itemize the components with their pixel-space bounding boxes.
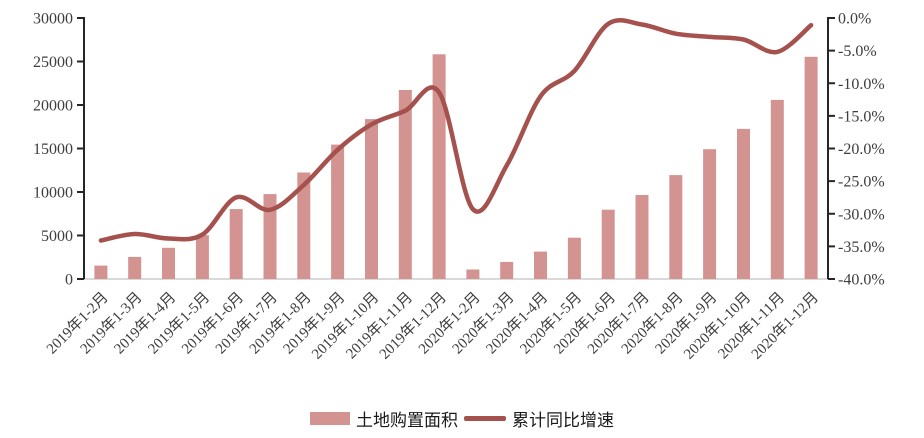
right-axis-tick-label: -30.0% xyxy=(838,206,885,223)
bar-2019年1-6月 xyxy=(229,209,243,279)
growth-line xyxy=(98,18,814,243)
combo-chart: 0 5000 10000 15000 20000 25000 30000 0.0% -5.0% -… xyxy=(33,11,885,363)
right-axis-tick-label: -20.0% xyxy=(838,141,885,158)
bar-2019年1-8月 xyxy=(297,172,311,279)
left-axis-tick-label: 30000 xyxy=(33,11,73,28)
bar-2019年1-2月 xyxy=(94,265,108,279)
bar-2019年1-9月 xyxy=(331,144,345,279)
bar-2020年1-5月 xyxy=(567,237,581,279)
bar-2019年1-3月 xyxy=(128,256,142,279)
right-axis-tick-label: -5.0% xyxy=(838,43,877,60)
left-axis-tick-label: 15000 xyxy=(33,141,73,158)
bar-2020年1-10月 xyxy=(737,128,750,279)
left-axis-tick-label: 10000 xyxy=(33,185,73,202)
left-axis-tick-label: 0 xyxy=(65,272,73,289)
right-axis-tick-label: -15.0% xyxy=(838,108,885,125)
legend: 土地购置面积 累计同比增速 xyxy=(0,404,924,432)
legend-item-growth: 累计同比增速 xyxy=(464,406,614,431)
bar-2019年1-12月 xyxy=(432,54,446,279)
line-series-swatch xyxy=(464,415,506,421)
left-axis-tick-label: 5000 xyxy=(41,228,73,245)
bar-2019年1-11月 xyxy=(398,90,412,279)
right-axis-tick-label: -40.0% xyxy=(838,272,885,289)
bar-2020年1-4月 xyxy=(534,251,547,279)
bar-2020年1-8月 xyxy=(669,175,683,279)
right-axis-tick-label: -10.0% xyxy=(838,76,885,93)
bar-series-swatch xyxy=(310,411,350,425)
bar-2019年1-7月 xyxy=(263,194,277,279)
right-axis-tick-label: -25.0% xyxy=(838,174,885,191)
right-axis-tick-label: -35.0% xyxy=(838,239,885,256)
bar-2020年1-12月 xyxy=(804,56,818,279)
legend-label-growth: 累计同比增速 xyxy=(512,410,614,430)
bar-2020年1-11月 xyxy=(770,99,784,280)
left-axis-tick-label: 25000 xyxy=(33,54,73,71)
bar-2019年1-4月 xyxy=(162,247,175,279)
bar-2020年1-7月 xyxy=(635,195,649,279)
bar-2020年1-9月 xyxy=(703,149,717,279)
bar-2020年1-6月 xyxy=(601,209,615,279)
left-axis-tick-label: 20000 xyxy=(33,98,73,115)
legend-item-land-area: 土地购置面积 xyxy=(310,406,458,431)
legend-label-land-area: 土地购置面积 xyxy=(356,410,458,430)
bar-2019年1-10月 xyxy=(365,119,378,279)
bar-2020年1-3月 xyxy=(500,261,514,279)
bar-2020年1-2月 xyxy=(466,269,480,279)
right-axis-tick-label: 0.0% xyxy=(838,11,871,28)
bar-2019年1-5月 xyxy=(195,235,209,279)
